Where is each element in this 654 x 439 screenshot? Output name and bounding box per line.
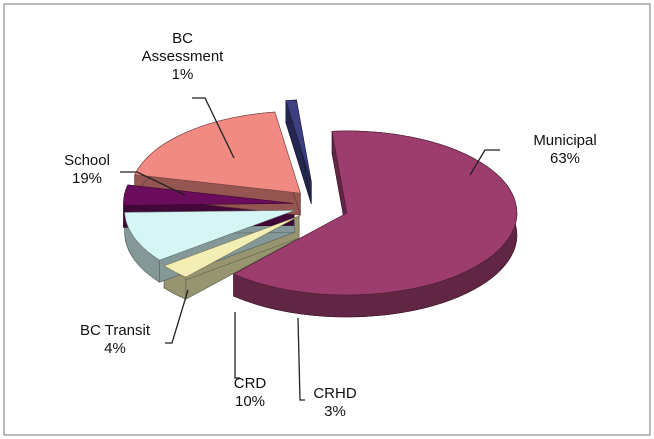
slice-label: BC Transit 4%: [60, 322, 170, 358]
leader-line: [165, 289, 189, 344]
category-label: BC Transit: [79, 322, 151, 339]
slice: [232, 130, 518, 296]
slice: [163, 215, 300, 278]
value-label: 63%: [549, 150, 581, 167]
frame: [3, 3, 651, 436]
leader-line: [234, 312, 240, 379]
category-label: Municipal: [533, 132, 597, 149]
value-label: 4%: [104, 340, 126, 357]
slice-label: CRD 10%: [195, 375, 305, 411]
leader-line: [469, 149, 500, 176]
slice: [123, 184, 294, 206]
leader-line: [192, 97, 235, 159]
category-label: CRHD: [313, 385, 357, 402]
value-label: 10%: [234, 393, 266, 410]
slice-label: Municipal 63%: [510, 132, 620, 168]
slice-label: School 19%: [32, 152, 142, 188]
value-label: 19%: [71, 170, 103, 187]
value-label: 1%: [171, 66, 194, 83]
category-label: CRD: [233, 375, 267, 392]
category-label: School: [64, 152, 110, 169]
slice: [285, 99, 312, 182]
slice-label: CRHD 3%: [280, 385, 390, 421]
leader-line: [120, 171, 186, 196]
slice: [124, 210, 295, 261]
slice-label: BC Assessment 1%: [135, 30, 230, 84]
value-label: 3%: [324, 403, 346, 420]
slice: [134, 111, 301, 194]
category-label: BC Assessment: [141, 30, 224, 65]
slice-tops: [123, 99, 518, 296]
leader-line: [297, 317, 305, 401]
